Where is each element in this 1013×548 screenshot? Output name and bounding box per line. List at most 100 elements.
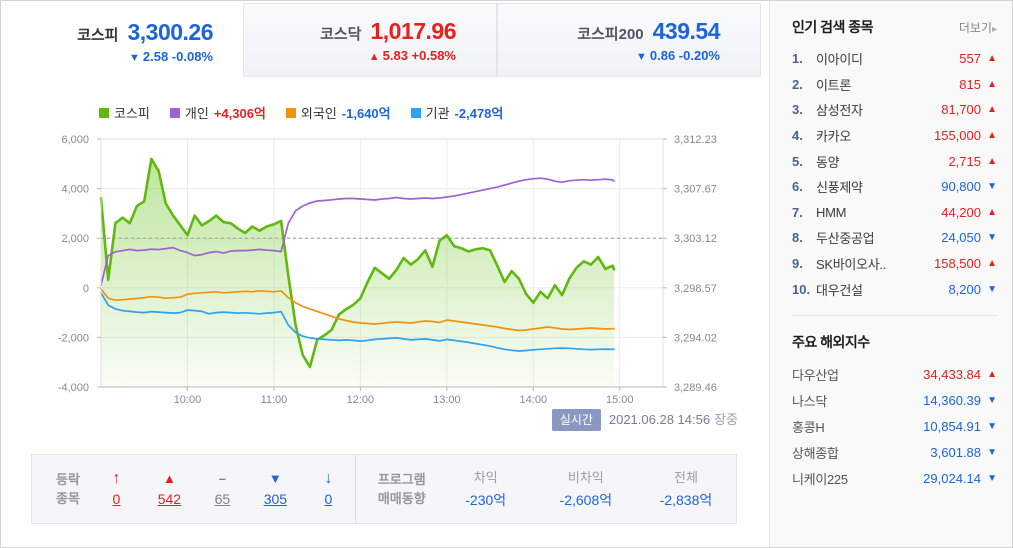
triangle-down-icon: ▼ <box>987 395 997 407</box>
legend-value: -1,640억 <box>341 106 391 121</box>
program-col-header: 비차익 <box>567 469 604 485</box>
tab-kosdaq[interactable]: 코스닥 1,017.96 ▲ 5.83 +0.58% <box>243 3 497 77</box>
stock-rank: 9. <box>792 256 803 272</box>
index-name: 홍콩H <box>792 420 825 436</box>
arrow-up-icon: ↑ <box>112 469 121 487</box>
kospi-intraday-chart: 6,000 4,000 2,000 0 -2,000 -4,000 3,312.23 3,30… <box>58 134 717 406</box>
updown-col-triangle-down: ▼ 305 <box>249 470 302 509</box>
index-tabs: 코스피 3,300.26 ▼ 2.58 -0.08% 코스닥 1,017.96 ▲ 5.83 … <box>1 1 761 81</box>
stock-rank: 7. <box>792 204 803 220</box>
popular-stock-item[interactable]: 10. 대우건설 8,200 ▼ <box>792 276 997 302</box>
dash-icon: – <box>218 470 226 486</box>
tab-line1: 코스닥 1,017.96 <box>320 18 456 45</box>
svg-text:15:00: 15:00 <box>606 394 634 406</box>
popular-stocks-header: 인기 검색 종목 더보기▸ <box>792 17 997 37</box>
svg-text:3,294.02: 3,294.02 <box>674 332 717 344</box>
triangle-up-icon: ▲ <box>987 206 997 218</box>
world-index-item[interactable]: 다우산업 34,433.84 ▲ <box>792 362 997 388</box>
index-name: 다우산업 <box>792 368 839 384</box>
world-index-item[interactable]: 상해종합 3,601.88 ▼ <box>792 440 997 466</box>
world-index-item[interactable]: 니케이225 29,024.14 ▼ <box>792 466 997 492</box>
updown-count-link[interactable]: 542 <box>157 490 182 507</box>
tab-change: ▼ 0.86 -0.20% <box>636 48 720 63</box>
stock-price: 24,050 <box>941 230 981 246</box>
legend-swatch-icon <box>285 107 296 118</box>
popular-stock-item[interactable]: 5. 동양 2,715 ▲ <box>792 148 997 174</box>
market-stats-bar: 등락 종목 ↑ 0 ▲ 542–65 ▼ 305 ↓ 0 프로그램 매매동향 차익 -230억 비… <box>31 454 737 524</box>
index-value: 10,854.91 <box>923 419 981 435</box>
legend-swatch-icon <box>410 107 421 118</box>
legend-item-개인: 개인 +4,306억 <box>169 103 266 122</box>
svg-text:11:00: 11:00 <box>261 394 288 406</box>
popular-more-link[interactable]: 더보기▸ <box>958 21 997 35</box>
program-col-value: -2,838억 <box>659 491 713 508</box>
popular-stock-item[interactable]: 6. 신풍제약 90,800 ▼ <box>792 174 997 200</box>
triangle-up-icon: ▲ <box>987 53 997 65</box>
triangle-down-icon: ▼ <box>129 51 140 64</box>
tab-line1: 코스피200 439.54 <box>577 18 720 45</box>
popular-stock-item[interactable]: 8. 두산중공업 24,050 ▼ <box>792 225 997 251</box>
stock-name: 두산중공업 <box>816 231 875 247</box>
svg-text:3,307.67: 3,307.67 <box>674 184 717 196</box>
svg-text:3,289.46: 3,289.46 <box>674 382 717 394</box>
legend-item-기관: 기관 -2,478억 <box>410 103 503 122</box>
triangle-up-icon: ▲ <box>987 369 997 381</box>
tab-index-value: 1,017.96 <box>370 17 456 44</box>
tab-index-value: 3,300.26 <box>127 18 213 45</box>
stock-rank: 4. <box>792 128 803 144</box>
popular-stocks-list: 1. 이아이디 557 ▲ 2. 이트론 815 ▲ 3. 삼성전자 81,700 ▲ 4. 카카오 155… <box>792 46 997 302</box>
tab-label: 코스닥 <box>320 25 362 43</box>
tab-change-text: 0.86 -0.20% <box>649 47 720 63</box>
svg-text:3,303.12: 3,303.12 <box>674 233 717 245</box>
program-col: 비차익 -2,608억 <box>536 469 636 510</box>
popular-stock-item[interactable]: 3. 삼성전자 81,700 ▲ <box>792 97 997 123</box>
world-index-item[interactable]: 나스닥 14,360.39 ▼ <box>792 388 997 414</box>
stock-price: 2,715 <box>948 153 981 169</box>
stock-rank: 8. <box>792 230 803 246</box>
svg-text:4,000: 4,000 <box>61 184 89 196</box>
stock-price: 158,500 <box>934 256 981 272</box>
stock-name: 카카오 <box>816 129 851 145</box>
svg-text:13:00: 13:00 <box>433 394 461 406</box>
popular-stock-item[interactable]: 9. SK바이오사.. 158,500 ▲ <box>792 251 997 277</box>
stock-price: 81,700 <box>941 102 981 118</box>
popular-stock-item[interactable]: 7. HMM 44,200 ▲ <box>792 200 997 226</box>
updown-count-link[interactable]: 305 <box>263 490 288 507</box>
tab-index-value: 439.54 <box>652 17 721 44</box>
world-indices-title: 주요 해외지수 <box>792 333 870 350</box>
legend-value: +4,306억 <box>213 106 266 121</box>
triangle-up-icon: ▲ <box>368 50 380 63</box>
stock-price: 44,200 <box>941 204 981 220</box>
triangle-down-icon: ▼ <box>268 470 282 486</box>
sidebar: 인기 검색 종목 더보기▸ 1. 이아이디 557 ▲ 2. 이트론 815 ▲ 3. 삼성전자 8… <box>769 1 1012 547</box>
svg-text:10:00: 10:00 <box>174 394 202 406</box>
popular-stock-item[interactable]: 1. 이아이디 557 ▲ <box>792 46 997 72</box>
chevron-right-icon: ▸ <box>991 24 997 35</box>
stock-name: 동양 <box>816 154 840 170</box>
stock-rank: 3. <box>792 102 803 118</box>
advance-decline-label: 등락 종목 <box>56 472 80 506</box>
triangle-down-icon: ▼ <box>987 447 997 459</box>
chart-legend: 코스피 개인 +4,306억 외국인 -1,640억 기관 -2,478억 <box>99 103 503 122</box>
stock-price: 8,200 <box>948 281 981 297</box>
tab-change-text: 5.83 +0.58% <box>382 47 456 63</box>
updown-count-link[interactable]: 0 <box>112 490 121 507</box>
popular-stock-item[interactable]: 4. 카카오 155,000 ▲ <box>792 123 997 149</box>
tab-kospi[interactable]: 코스피 3,300.26 ▼ 2.58 -0.08% <box>1 1 243 81</box>
program-col-header: 차익 <box>473 469 498 485</box>
tab-kospi200[interactable]: 코스피200 439.54 ▼ 0.86 -0.20% <box>497 3 761 77</box>
world-index-item[interactable]: 홍콩H 10,854.91 ▼ <box>792 414 997 440</box>
index-value: 3,601.88 <box>930 445 981 461</box>
program-col-value: -2,608억 <box>559 491 613 508</box>
legend-item-외국인: 외국인 -1,640억 <box>285 103 391 122</box>
triangle-up-icon: ▲ <box>987 104 997 116</box>
popular-stock-item[interactable]: 2. 이트론 815 ▲ <box>792 72 997 98</box>
updown-count-link[interactable]: 0 <box>324 490 333 507</box>
triangle-down-icon: ▼ <box>987 232 997 244</box>
triangle-up-icon: ▲ <box>987 258 997 270</box>
program-col: 전체 -2,838억 <box>636 469 736 510</box>
updown-count-wrap: 65 <box>196 491 249 509</box>
updown-count-link[interactable]: 65 <box>214 490 231 507</box>
sidebar-divider <box>792 314 997 316</box>
